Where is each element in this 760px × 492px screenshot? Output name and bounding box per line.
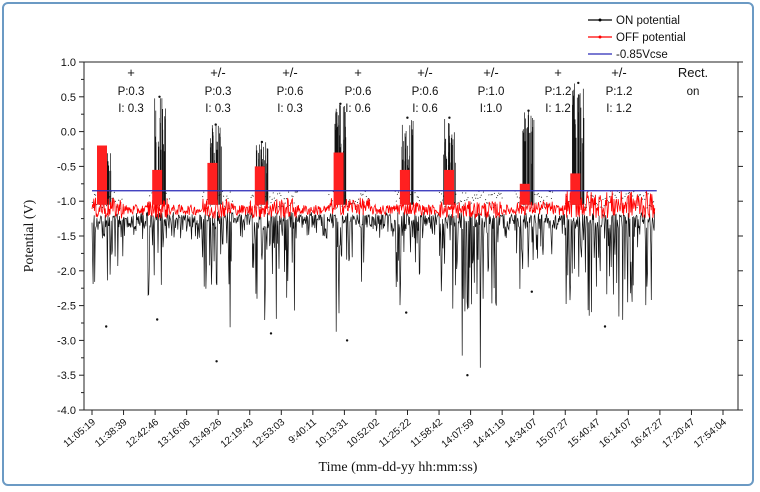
- on-potential-min-7: [530, 290, 533, 293]
- annotation-p-3: P:0.6: [345, 86, 372, 98]
- on-potential-min-5: [405, 311, 408, 314]
- x-tick-label: 10:52:02: [345, 417, 382, 451]
- on-potential-max-1: [158, 95, 161, 99]
- on-potential-min-3: [269, 332, 273, 335]
- x-tick-label: 11:05:19: [62, 417, 99, 450]
- x-tick-label: 13:49:26: [187, 417, 224, 451]
- annotation-p-0: P:0.3: [118, 86, 145, 98]
- off-potential-peak-8: [570, 173, 581, 205]
- off-potential-peak-6: [444, 169, 455, 205]
- annotation-i-4: I: 0.6: [412, 103, 438, 115]
- off-potential-peak-1: [152, 169, 163, 205]
- y-tick-label: 0.0: [61, 127, 76, 139]
- annotation-p-6: P:1.2: [545, 86, 572, 98]
- on-potential-min-1: [156, 318, 159, 321]
- x-tick-label: 15:07:27: [534, 417, 571, 451]
- y-tick-label: -2.5: [57, 301, 76, 313]
- data-layer: [91, 81, 657, 377]
- annotation-p-2: P:0.6: [277, 86, 304, 98]
- annotation-p-1: P:0.3: [205, 86, 232, 98]
- off-potential-peak-5: [399, 169, 410, 205]
- annotation-p-5: P:1.0: [478, 86, 505, 98]
- annotations: + P:0.3 I: 0.3 +/- P:0.3 I: 0.3 +/- P:0.6 I: 0.3…: [118, 65, 709, 115]
- on-potential-max-4: [339, 102, 342, 106]
- off-potential-peak-0: [97, 145, 107, 205]
- annotation-i-5: I:1.0: [480, 103, 502, 115]
- on-potential-max-3: [260, 140, 264, 144]
- annotation-sign-6: +: [554, 65, 562, 80]
- on-potential-min-8: [603, 325, 607, 328]
- on-potential-trace: [91, 211, 655, 368]
- x-tick-label: 16:47:27: [629, 417, 666, 451]
- off-potential-peak-7: [519, 183, 530, 205]
- on-potential-min-2: [215, 360, 218, 363]
- annotation-i-6: I: 1.2: [545, 103, 571, 115]
- annotation-sign-2: +/-: [282, 65, 298, 80]
- x-tick-label: 12:42:46: [124, 417, 161, 451]
- y-axis-label: Potential (V): [22, 199, 37, 272]
- annotation-sign-3: +: [354, 65, 362, 80]
- x-tick-label: 14:07:59: [440, 417, 477, 451]
- y-tick-label: -0.5: [57, 161, 76, 173]
- x-tick-label: 11:25:22: [377, 417, 414, 450]
- on-potential-min-4: [345, 339, 349, 342]
- off-potential-peak-3: [254, 166, 265, 205]
- x-tick-label: 11:58:42: [409, 417, 446, 450]
- annotation-sign-7: +/-: [611, 65, 627, 80]
- on-potential-max-2: [214, 123, 217, 126]
- on-potential-max-7: [527, 109, 530, 112]
- y-tick-label: -1.5: [57, 231, 76, 243]
- annotation-p-7: P:1.2: [606, 86, 633, 98]
- annotation-i-7: I: 1.2: [606, 103, 632, 115]
- annotation-i-1: I: 0.3: [205, 103, 231, 115]
- x-axis-label: Time (mm-dd-yy hh:mm:ss): [319, 460, 478, 475]
- legend-label-2: -0.85Vcse: [616, 49, 668, 61]
- x-tick-label: 13:16:06: [156, 417, 193, 451]
- annotation-sign-8: Rect.: [678, 65, 708, 80]
- legend-marker-0: [598, 18, 602, 22]
- y-tick-label: -4.0: [57, 405, 76, 417]
- legend-marker-1: [598, 35, 602, 39]
- x-tick-label: 17:54:04: [692, 417, 729, 451]
- annotation-sign-4: +/-: [417, 65, 433, 80]
- annotation-i-3: I: 0.6: [345, 103, 371, 115]
- y-tick-label: -1.0: [57, 196, 76, 208]
- x-tick-label: 12:19:43: [219, 417, 256, 451]
- series-off-potential: [91, 145, 656, 219]
- legend: ON potential OFF potential -0.85Vcse: [588, 15, 686, 61]
- legend-label-0: ON potential: [616, 15, 680, 27]
- x-tick-label: 16:14:07: [597, 417, 634, 451]
- annotation-sign-5: +/-: [483, 65, 499, 80]
- off-potential-peak-2: [207, 162, 218, 205]
- y-tick-label: 1.0: [61, 57, 76, 69]
- off-potential-peak-4: [333, 152, 344, 205]
- annotation-p-8: on: [687, 86, 700, 98]
- y-tick-label: -3.0: [57, 335, 76, 347]
- y-tick-label: 0.5: [61, 92, 76, 104]
- x-tick-label: 11:38:39: [93, 417, 130, 450]
- legend-label-1: OFF potential: [616, 32, 686, 44]
- x-tick-label: 10:13:31: [313, 417, 350, 451]
- on-potential-max-8: [577, 81, 580, 85]
- annotation-p-4: P:0.6: [412, 86, 439, 98]
- annotation-i-0: I: 0.3: [118, 103, 144, 115]
- off-potential-trace: [91, 190, 656, 219]
- annotation-sign-1: +/-: [210, 65, 226, 80]
- on-potential-spike-8: [572, 83, 585, 205]
- x-tick-label: 17:20:47: [660, 417, 697, 451]
- on-potential-max-5: [406, 116, 409, 119]
- y-tick-label: -2.0: [57, 266, 76, 278]
- y-tick-label: -3.5: [57, 370, 76, 382]
- annotation-i-2: I: 0.3: [277, 103, 303, 115]
- on-potential-min-0: [105, 325, 108, 328]
- annotation-sign-0: +: [127, 65, 135, 80]
- x-tick-label: 14:34:07: [503, 417, 540, 451]
- x-tick-label: 12:53:03: [250, 417, 287, 451]
- x-tick-label: 14:41:19: [471, 417, 508, 451]
- on-potential-max-6: [448, 116, 451, 119]
- on-potential-min-6: [466, 374, 469, 377]
- x-tick-label: 15:40:47: [566, 417, 603, 451]
